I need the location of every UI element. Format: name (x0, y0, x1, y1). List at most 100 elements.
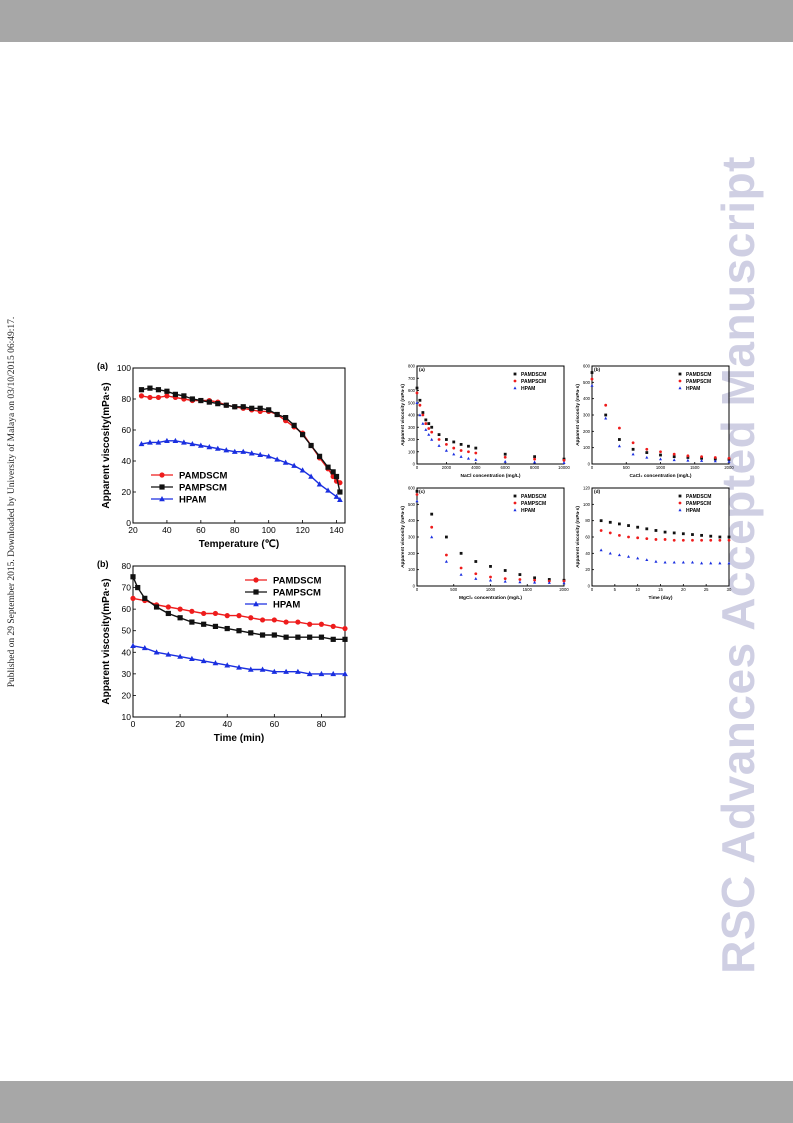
data-point (459, 572, 463, 576)
data-point (427, 427, 431, 430)
data-point (488, 578, 493, 582)
data-point (452, 452, 456, 456)
data-point (430, 512, 434, 516)
y-tick-label: 70 (122, 583, 132, 593)
data-point (291, 422, 297, 428)
legend-marker (253, 601, 259, 607)
data-point (686, 454, 690, 458)
data-point (153, 649, 160, 655)
data-point (138, 440, 145, 447)
data-point (604, 403, 608, 407)
data-point (489, 565, 492, 568)
data-point (590, 371, 594, 374)
legend-marker (253, 577, 259, 583)
data-point (415, 401, 419, 404)
data-point (333, 473, 340, 480)
data-point (421, 421, 425, 425)
data-point (342, 670, 348, 677)
y-tick-label: 20 (122, 690, 132, 700)
data-point (283, 619, 289, 625)
data-point (562, 458, 566, 462)
y-tick-label: 400 (408, 413, 416, 418)
data-point (231, 448, 238, 454)
data-point (181, 393, 187, 399)
data-point (333, 493, 340, 499)
data-point (418, 398, 422, 402)
data-point (636, 525, 640, 529)
data-point (562, 461, 566, 464)
data-point (424, 428, 428, 431)
data-point (533, 455, 536, 459)
data-point (271, 617, 277, 623)
data-point (445, 553, 448, 557)
y-tick-label: 800 (408, 364, 416, 369)
series-line (132, 645, 345, 675)
data-point (189, 608, 195, 614)
x-tick-label: 40 (162, 525, 172, 535)
data-point (459, 551, 463, 555)
data-point (223, 402, 229, 408)
data-point (274, 456, 281, 462)
legend-label: PAMPSCM (686, 501, 711, 507)
data-point (533, 580, 537, 584)
data-point (618, 533, 621, 537)
data-point (718, 535, 722, 539)
data-point (330, 469, 336, 475)
legend-marker (513, 501, 517, 505)
data-point (444, 448, 448, 452)
data-point (283, 634, 289, 640)
data-point (700, 455, 703, 459)
data-point (437, 433, 441, 436)
data-point (427, 432, 431, 436)
data-point (198, 397, 204, 404)
panel-label: (d) (594, 489, 601, 495)
data-point (645, 527, 649, 531)
data-point (164, 393, 170, 399)
data-point (212, 660, 219, 666)
data-point (672, 458, 676, 462)
y-tick-label: 100 (117, 363, 131, 373)
data-point (445, 438, 448, 441)
x-tick-label: 140 (329, 525, 343, 535)
x-tick-label: 500 (623, 465, 631, 470)
publication-note: Published on 29 September 2015. Download… (2, 292, 22, 712)
y-tick-label: 200 (408, 551, 416, 556)
data-point (654, 559, 658, 563)
data-point (518, 578, 522, 581)
x-tick-label: 10000 (558, 465, 570, 470)
data-point (164, 437, 170, 444)
legend-marker (513, 372, 517, 376)
data-point (155, 387, 162, 393)
data-point (691, 533, 694, 536)
data-point (249, 405, 255, 411)
y-tick-label: 200 (583, 429, 591, 434)
data-point (562, 581, 566, 585)
legend-marker (513, 494, 517, 498)
data-point (654, 529, 658, 532)
x-tick-label: 0 (591, 587, 594, 592)
data-point (224, 613, 230, 619)
series-pamdscm (415, 386, 566, 461)
data-point (503, 577, 507, 581)
series-hpam (138, 437, 343, 502)
data-point (421, 411, 425, 414)
x-axis-label: MgCl₂ concentration (mg/L) (459, 595, 522, 601)
x-tick-label: 5 (614, 587, 617, 592)
series-hpam (415, 499, 566, 585)
data-point (300, 432, 306, 438)
data-point (282, 459, 289, 465)
x-tick-label: 0 (591, 465, 594, 470)
data-point (533, 576, 536, 580)
data-point (437, 444, 441, 447)
data-point (618, 522, 621, 526)
y-tick-label: 40 (585, 551, 590, 556)
data-point (418, 413, 422, 417)
data-point (248, 630, 254, 636)
data-point (659, 450, 662, 454)
y-tick-label: 100 (408, 449, 416, 454)
data-point (200, 657, 207, 664)
data-point (503, 459, 507, 463)
data-point (430, 437, 434, 441)
data-point (681, 538, 685, 542)
data-point (459, 455, 463, 458)
